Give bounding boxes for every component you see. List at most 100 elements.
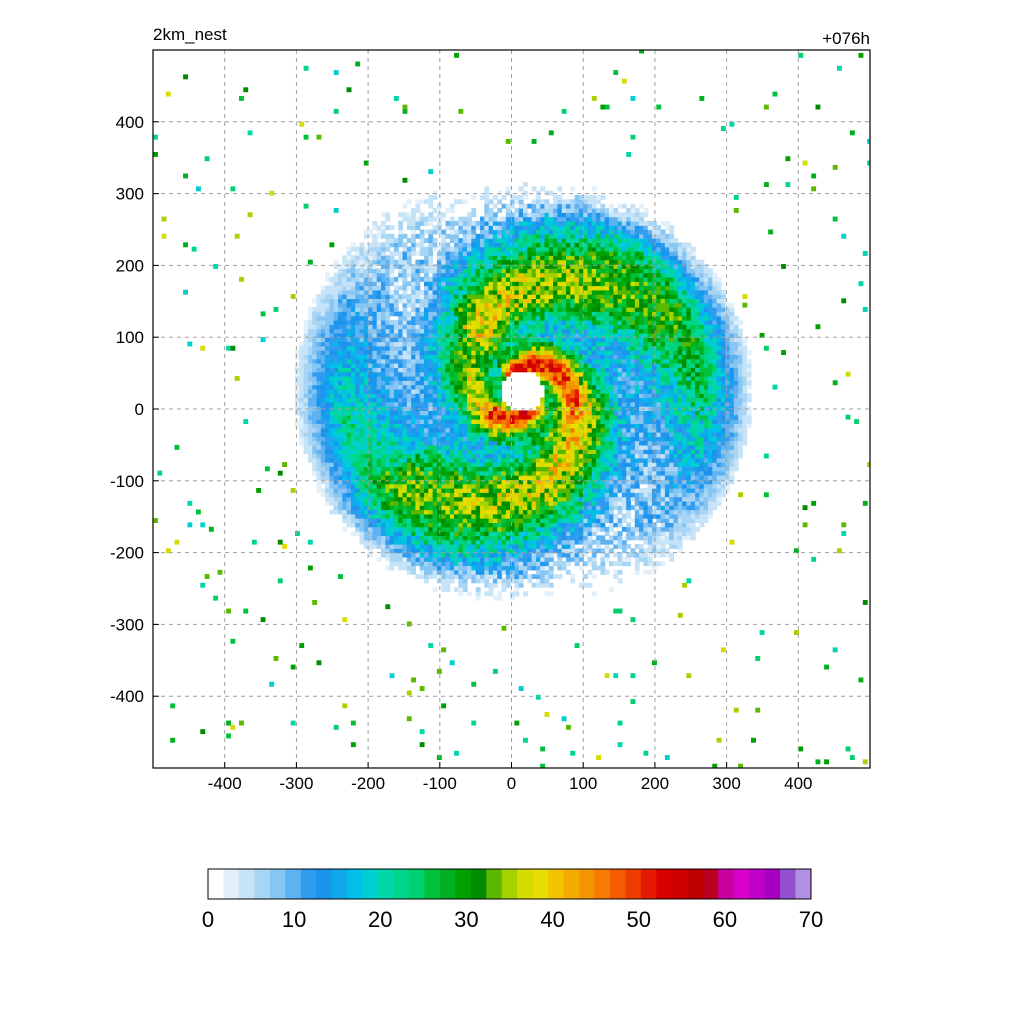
field-cell <box>647 436 653 442</box>
field-cell <box>660 483 666 489</box>
field-cell <box>419 414 425 420</box>
field-cell <box>540 350 546 355</box>
field-cell <box>385 531 391 536</box>
field-cell <box>402 518 408 523</box>
field-cell <box>557 410 563 416</box>
field-cell <box>669 363 675 368</box>
field-cell <box>578 488 584 493</box>
field-cell <box>497 401 503 407</box>
field-cell <box>376 371 382 377</box>
field-cell <box>849 755 855 760</box>
field-cell <box>514 526 520 532</box>
field-cell <box>578 500 584 506</box>
field-cell <box>518 423 524 429</box>
field-cell <box>527 475 533 480</box>
field-cell <box>424 483 429 489</box>
field-cell <box>467 380 472 386</box>
field-cell <box>436 436 442 442</box>
field-cell <box>316 432 322 437</box>
field-cell <box>686 427 692 433</box>
field-cell <box>333 363 339 368</box>
field-cell <box>312 376 318 381</box>
field-cell <box>381 427 386 433</box>
field-cell <box>656 513 662 519</box>
field-cell <box>393 440 399 446</box>
field-cell <box>652 492 657 498</box>
field-cell <box>411 509 416 515</box>
field-cell <box>497 384 503 390</box>
field-cell <box>566 479 571 485</box>
field-cell <box>527 565 533 571</box>
field-cell <box>583 539 589 545</box>
field-cell <box>501 531 507 536</box>
field-cell <box>441 423 447 429</box>
field-cell <box>626 423 632 429</box>
field-cell <box>411 462 416 467</box>
field-cell <box>716 419 722 424</box>
field-cell <box>643 406 649 411</box>
field-cell <box>445 513 451 519</box>
field-cell <box>527 436 533 442</box>
field-cell <box>557 427 563 433</box>
field-cell <box>411 565 416 571</box>
field-cell <box>411 358 416 364</box>
field-cell <box>415 444 421 450</box>
field-cell <box>518 470 524 476</box>
field-cell <box>591 376 597 381</box>
field-cell <box>406 419 412 424</box>
field-cell <box>583 350 589 355</box>
field-cell <box>652 470 657 476</box>
field-cell <box>312 466 318 472</box>
field-cell <box>703 423 709 429</box>
field-cell <box>338 449 343 455</box>
field-cell <box>570 457 576 463</box>
field-cell <box>492 436 498 442</box>
field-cell <box>368 371 373 377</box>
field-cell <box>368 475 373 480</box>
field-cell <box>621 358 627 364</box>
field-cell <box>510 509 515 515</box>
field-cell <box>372 367 378 373</box>
field-cell <box>738 376 743 381</box>
field-cell <box>630 444 636 450</box>
field-cell <box>514 475 520 480</box>
field-cell <box>226 733 231 739</box>
field-cell <box>609 470 614 476</box>
field-cell <box>376 466 382 472</box>
field-cell <box>583 376 589 381</box>
field-cell <box>652 427 657 433</box>
field-cell <box>333 483 339 489</box>
field-cell <box>441 419 447 424</box>
field-cell <box>398 410 404 416</box>
field-cell <box>329 457 335 463</box>
field-cell <box>682 436 687 442</box>
field-cell <box>467 432 472 437</box>
field-cell <box>609 535 614 541</box>
field-cell <box>682 423 687 429</box>
field-cell <box>325 371 330 377</box>
field-cell <box>381 531 386 536</box>
field-cell <box>703 376 709 381</box>
field-cell <box>445 496 451 502</box>
field-cell <box>411 397 416 403</box>
field-cell <box>329 475 335 480</box>
field-cell <box>307 444 313 450</box>
field-cell <box>561 522 567 528</box>
field-cell <box>350 492 356 498</box>
field-cell <box>591 449 597 455</box>
field-cell <box>359 539 365 545</box>
field-cell <box>617 440 623 446</box>
field-cell <box>505 556 511 562</box>
field-cell <box>406 470 412 476</box>
field-cell <box>596 350 601 355</box>
field-cell <box>574 384 580 390</box>
field-cell <box>720 475 726 480</box>
field-cell <box>587 500 593 506</box>
field-cell <box>441 462 447 467</box>
field-cell <box>389 414 395 420</box>
field-cell <box>570 513 576 519</box>
field-cell <box>393 419 399 424</box>
field-cell <box>488 591 494 597</box>
field-cell <box>428 354 434 360</box>
field-cell <box>716 380 722 386</box>
